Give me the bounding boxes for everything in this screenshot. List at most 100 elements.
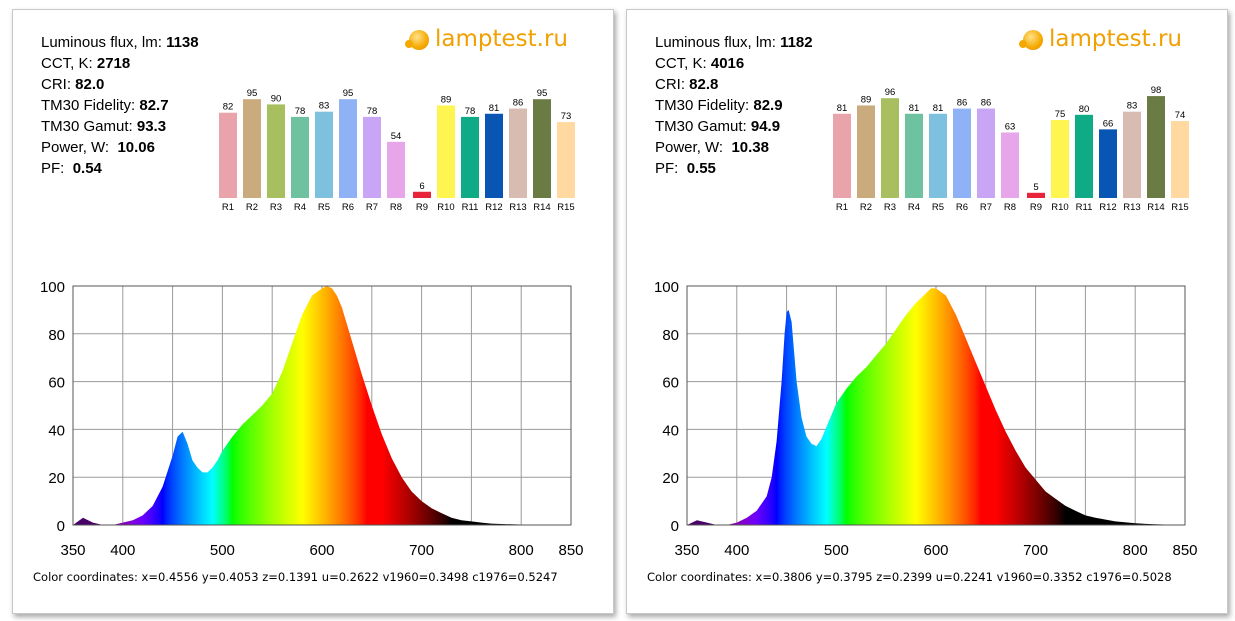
cri-value-label: 89 [441,94,452,105]
cri-category-label: R8 [390,202,402,213]
bulb-icon [1019,30,1043,50]
plot-frame [72,285,572,526]
cri-category-label: R4 [294,202,306,213]
pf-row: PF: 0.54 [41,160,102,177]
y-tick-label: 80 [662,327,679,344]
x-tick-label: 350 [60,542,85,559]
cri-value-label: 81 [933,103,944,114]
cri-category-label: R5 [932,202,944,213]
cri-category-label: R3 [270,202,282,213]
cri-value-label: 96 [885,87,896,98]
cri-value-label: 75 [1055,109,1066,120]
cri-value-label: 80 [1079,104,1090,115]
cri-value-label: 78 [295,106,306,117]
y-tick-label: 60 [48,375,65,392]
tm30-gamut-row: TM30 Gamut: 93.3 [41,118,167,135]
cri-bar [1147,96,1165,198]
y-tick-label: 100 [654,279,679,296]
y-tick-label: 40 [48,422,65,439]
cri-category-label: R11 [462,202,479,213]
cri-category-label: R1 [222,202,234,213]
cri-category-label: R6 [342,202,354,213]
cri-bar [291,116,309,198]
y-tick-label: 40 [662,422,679,439]
spectrum-chart: 82 R1 95 R2 90 R3 78 R4 83 R5 95 R6 78 R7 54 R8 6 R9 89 R10… [40,88,584,559]
x-tick-label: 700 [1023,542,1048,559]
cri-bar [387,141,405,198]
x-tick-label: 600 [923,542,948,559]
cri-bar [1001,132,1019,198]
cri-bar [413,191,431,198]
cri-value-label: 78 [465,106,476,117]
cri-category-label: R2 [860,202,872,213]
cri-value-label: 98 [1151,85,1162,96]
cri-category-label: R13 [1123,202,1140,213]
right-panel: 81 R1 89 R2 96 R3 81 R4 81 R5 86 R6 86 R7 63 R8 5 R9 75 R10… [626,9,1228,614]
cri-value-label: 54 [391,131,402,142]
y-tick-label: 20 [662,470,679,487]
color-coordinates: Color coordinates: x=0.3806 y=0.3795 z=0… [647,570,1172,584]
cri-category-label: R6 [956,202,968,213]
cri-category-label: R14 [1147,202,1164,213]
y-tick-label: 0 [671,518,679,535]
cri-value-label: 83 [319,101,330,112]
spectrum-area [687,288,1185,525]
cri-value-label: 95 [537,88,548,99]
logo-text: lamptest.ru [1049,26,1183,52]
cri-category-label: R4 [908,202,920,213]
cri-bar [461,116,479,198]
power-row: Power, W: 10.38 [655,139,769,156]
x-tick-label: 400 [110,542,135,559]
cri-value-label: 86 [981,98,992,109]
cri-category-label: R9 [1030,202,1042,213]
cct-row: CCT, K: 2718 [41,55,131,72]
x-tick-label: 500 [824,542,849,559]
cri-bar [977,108,995,198]
cri-bar [267,104,285,198]
cri-bar [953,108,971,198]
cri-bar [315,111,333,198]
x-tick-label: 800 [509,542,534,559]
bulb-icon [405,30,429,50]
cri-value-label: 5 [1033,182,1038,193]
cri-bars: 82 R1 95 R2 90 R3 78 R4 83 R5 95 R6 78 R7 54 R8 6 R9 89 R10… [219,88,575,213]
logo-text: lamptest.ru [435,26,569,52]
cri-category-label: R10 [437,202,454,213]
cri-category-label: R14 [533,202,550,213]
cri-value-label: 74 [1175,110,1186,121]
cri-bar [533,99,551,198]
cri-value-label: 78 [367,106,378,117]
cri-bar [437,105,455,198]
cri-category-label: R12 [485,202,502,213]
cri-value-label: 82 [223,102,234,113]
cri-category-label: R1 [836,202,848,213]
y-tick-label: 60 [662,375,679,392]
cri-value-label: 66 [1103,118,1114,129]
cri-category-label: R2 [246,202,258,213]
tm30-gamut-row: TM30 Gamut: 94.9 [655,118,781,135]
cri-bar [929,113,947,198]
cri-category-label: R13 [509,202,526,213]
y-tick-label: 80 [48,327,65,344]
cri-category-label: R12 [1099,202,1116,213]
y-tick-label: 0 [57,518,65,535]
cri-category-label: R7 [980,202,992,213]
spectrum-area [73,286,571,525]
cri-value-label: 86 [513,98,524,109]
cri-row: CRI: 82.8 [655,76,719,93]
x-tick-label: 500 [210,542,235,559]
cri-value-label: 90 [271,93,282,104]
cri-value-label: 81 [909,103,920,114]
cri-value-label: 89 [861,94,872,105]
cri-category-label: R11 [1076,202,1093,213]
cri-bar [905,113,923,198]
cri-bar [1075,114,1093,198]
power-row: Power, W: 10.06 [41,139,155,156]
cri-category-label: R15 [1171,202,1188,213]
color-coordinates: Color coordinates: x=0.4556 y=0.4053 z=0… [33,570,558,584]
x-tick-label: 350 [674,542,699,559]
x-tick-label: 850 [1172,542,1197,559]
cri-bar [363,116,381,198]
cri-bar [509,108,527,198]
cri-bars: 81 R1 89 R2 96 R3 81 R4 81 R5 86 R6 86 R7 63 R8 5 R9 75 R10… [833,85,1189,213]
